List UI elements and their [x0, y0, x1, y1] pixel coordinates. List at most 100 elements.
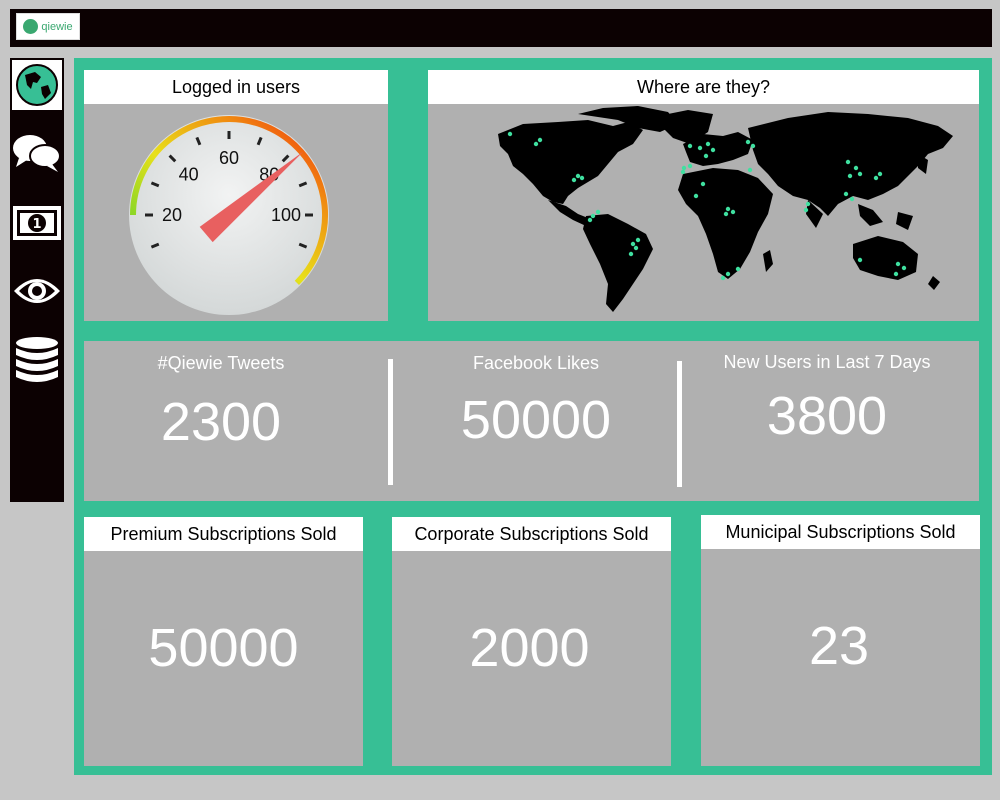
map-location-dot[interactable] — [537, 137, 543, 143]
map-location-dot[interactable] — [849, 196, 855, 202]
map-location-dot[interactable] — [703, 153, 709, 159]
gauge-panel: Logged in users 20 40 60 80 100 — [84, 70, 388, 321]
stats-divider — [677, 361, 682, 487]
sidebar: 1 — [10, 58, 64, 502]
gauge-tick — [281, 154, 290, 163]
corporate-subscriptions-value: 2000 — [469, 618, 590, 678]
map-location-dot[interactable] — [730, 209, 736, 215]
map-location-dot[interactable] — [681, 165, 687, 171]
map-location-dot[interactable] — [507, 131, 513, 137]
map-location-dot[interactable] — [877, 171, 883, 177]
map-location-dot[interactable] — [747, 167, 753, 173]
map-location-dot[interactable] — [745, 139, 751, 145]
map-location-dot[interactable] — [857, 171, 863, 177]
new-users-value: 3800 — [766, 386, 888, 446]
premium-subscriptions-value: 50000 — [148, 618, 299, 678]
globe-icon — [16, 64, 58, 106]
gauge-tick — [195, 136, 202, 146]
map-location-dot[interactable] — [853, 165, 859, 171]
gauge-tick-label: 20 — [162, 205, 182, 225]
tweets-value: 2300 — [160, 392, 282, 452]
map-location-dot[interactable] — [750, 143, 756, 149]
facebook-likes-value: 50000 — [460, 390, 612, 450]
gauge-title: Logged in users — [84, 70, 388, 104]
map-location-dot[interactable] — [857, 257, 863, 263]
map-location-dot[interactable] — [533, 141, 539, 147]
sidebar-item-chat[interactable] — [12, 128, 62, 178]
map-title: Where are they? — [428, 70, 979, 104]
map-location-dot[interactable] — [628, 251, 634, 257]
map-location-dot[interactable] — [720, 275, 726, 281]
logo[interactable]: qiewie — [16, 13, 80, 40]
map-location-dot[interactable] — [893, 271, 899, 277]
dashboard-main: Logged in users 20 40 60 80 100 — [74, 58, 992, 775]
gauge-tick-label: 60 — [219, 148, 239, 168]
money-icon: 1 — [13, 206, 61, 240]
municipal-subscriptions-value: 23 — [808, 616, 870, 676]
logo-text: qiewie — [41, 20, 73, 33]
sidebar-item-globe[interactable] — [12, 60, 62, 110]
map-location-dot[interactable] — [845, 159, 851, 165]
gauge-tick-label: 100 — [271, 205, 301, 225]
chat-icon — [13, 135, 61, 172]
map-location-dot[interactable] — [680, 169, 686, 175]
map-location-dot[interactable] — [847, 173, 853, 179]
map-location-dot[interactable] — [595, 209, 601, 215]
map-location-dot[interactable] — [587, 217, 593, 223]
map-location-dot[interactable] — [725, 271, 731, 277]
top-bar: qiewie — [10, 9, 992, 47]
sidebar-item-money[interactable]: 1 — [12, 198, 62, 248]
database-icon — [16, 337, 58, 382]
stats-panel: #Qiewie Tweets 2300 Facebook Likes 50000… — [84, 341, 979, 501]
map-location-dot[interactable] — [687, 143, 693, 149]
gauge-color-arc — [130, 116, 328, 285]
svg-text:1: 1 — [32, 217, 41, 232]
gauge-tick — [298, 242, 308, 249]
map-location-dot[interactable] — [843, 191, 849, 197]
map-panel: Where are they? — [428, 70, 979, 321]
map-location-dot[interactable] — [700, 181, 706, 187]
map-location-dot[interactable] — [579, 175, 585, 181]
map-location-dot[interactable] — [895, 261, 901, 267]
corporate-subscriptions-title: Corporate Subscriptions Sold — [392, 517, 671, 551]
sidebar-item-eye[interactable] — [12, 266, 62, 316]
new-users-label: New Users in Last 7 Days — [723, 352, 931, 372]
corporate-subscriptions-panel: Corporate Subscriptions Sold 2000 — [392, 517, 671, 766]
gauge-tick-label: 40 — [179, 165, 199, 185]
gauge-tick — [150, 242, 160, 249]
map-location-dot[interactable] — [901, 265, 907, 271]
gauge-needle — [199, 151, 304, 243]
gauge-tick — [150, 181, 160, 188]
eye-icon — [14, 279, 60, 303]
map-location-dot[interactable] — [697, 145, 703, 151]
gauge-tick — [256, 136, 263, 146]
map-location-dot[interactable] — [723, 211, 729, 217]
tweets-label: #Qiewie Tweets — [157, 353, 285, 373]
map-location-dot[interactable] — [687, 163, 693, 169]
premium-subscriptions-title: Premium Subscriptions Sold — [84, 517, 363, 551]
map-location-dot[interactable] — [705, 141, 711, 147]
municipal-subscriptions-title: Municipal Subscriptions Sold — [701, 515, 980, 549]
map-location-dot[interactable] — [735, 266, 741, 272]
sidebar-item-database[interactable] — [12, 336, 62, 386]
premium-subscriptions-panel: Premium Subscriptions Sold 50000 — [84, 517, 363, 766]
map-location-dot[interactable] — [575, 173, 581, 179]
municipal-subscriptions-panel: Municipal Subscriptions Sold 23 — [701, 515, 980, 766]
map-location-dot[interactable] — [693, 193, 699, 199]
map-location-dot[interactable] — [710, 147, 716, 153]
map-location-dot[interactable] — [803, 207, 809, 213]
stats-divider — [388, 359, 393, 485]
gauge-tick — [298, 181, 308, 188]
world-map[interactable] — [428, 104, 979, 321]
map-location-dot[interactable] — [873, 175, 879, 181]
map-location-dot[interactable] — [635, 237, 641, 243]
map-location-dot[interactable] — [633, 245, 639, 251]
facebook-likes-label: Facebook Likes — [472, 353, 600, 373]
map-location-dot[interactable] — [805, 201, 811, 207]
map-location-dot[interactable] — [630, 241, 636, 247]
map-continents — [498, 106, 953, 312]
map-location-dot[interactable] — [725, 206, 731, 212]
map-location-dot[interactable] — [590, 213, 596, 219]
map-location-dot[interactable] — [571, 177, 577, 183]
